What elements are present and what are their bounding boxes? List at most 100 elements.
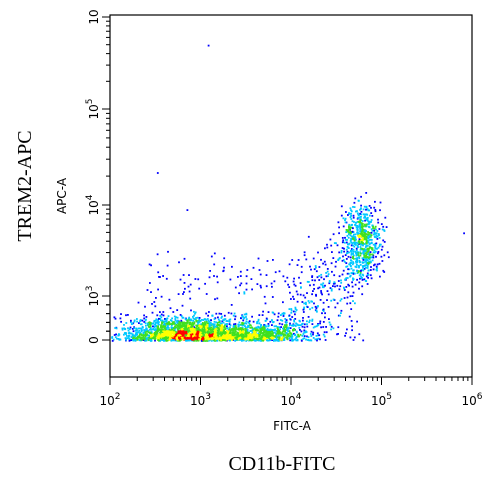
event-dot: [300, 265, 303, 268]
event-dot: [157, 329, 159, 331]
event-dot: [363, 238, 366, 240]
event-dot: [245, 330, 248, 333]
event-dot: [253, 339, 256, 342]
event-dot: [336, 302, 339, 305]
event-dot: [114, 327, 117, 329]
event-dot: [185, 322, 188, 325]
event-dot: [291, 334, 294, 336]
event-dot: [349, 336, 352, 339]
event-dot: [193, 339, 195, 342]
event-dot: [356, 242, 359, 245]
event-dot: [239, 331, 242, 334]
event-dot: [144, 337, 147, 339]
event-dot: [184, 287, 186, 290]
event-dot: [236, 331, 239, 334]
event-dot: [354, 302, 356, 305]
event-dot: [185, 339, 187, 342]
event-dot: [285, 336, 287, 339]
event-dot: [259, 326, 262, 329]
event-dot: [245, 312, 248, 315]
event-dot: [156, 321, 159, 324]
event-dot: [177, 325, 180, 328]
event-dot: [242, 337, 244, 340]
event-dot: [360, 213, 363, 216]
event-dot: [151, 337, 154, 339]
event-dot: [193, 321, 196, 324]
event-dot: [278, 334, 280, 337]
event-dot: [189, 283, 192, 286]
event-dot: [287, 333, 290, 336]
event-dot: [379, 209, 381, 212]
event-dot: [192, 317, 195, 320]
event-dot: [294, 324, 297, 327]
event-dot: [333, 282, 336, 285]
event-dot: [263, 326, 266, 329]
event-dot: [354, 250, 357, 253]
event-dot: [349, 228, 351, 231]
event-dot: [276, 326, 279, 328]
event-dot: [368, 220, 370, 223]
event-dot: [267, 324, 270, 327]
event-dot: [338, 232, 340, 235]
event-dot: [365, 261, 368, 264]
event-dot: [217, 337, 220, 340]
event-dot: [322, 282, 325, 285]
event-dot: [214, 337, 216, 340]
event-dot: [188, 316, 191, 319]
event-dot: [277, 340, 279, 342]
event-dot: [235, 330, 237, 333]
event-dot: [356, 221, 359, 223]
event-dot: [150, 328, 152, 331]
event-dot: [147, 325, 150, 328]
event-dot: [349, 234, 352, 237]
event-dot: [226, 333, 229, 336]
event-dot: [364, 243, 366, 245]
event-dot: [225, 338, 228, 341]
event-dot: [212, 338, 214, 340]
event-dot: [323, 331, 326, 334]
event-dot: [307, 281, 310, 283]
event-dot: [378, 262, 381, 265]
event-dot: [170, 328, 173, 330]
event-dot: [220, 332, 223, 335]
event-dot: [359, 223, 362, 226]
event-dot: [148, 323, 151, 325]
event-dot: [306, 306, 309, 308]
event-dot: [361, 241, 363, 244]
event-dot: [308, 321, 311, 324]
event-dot: [204, 339, 207, 342]
event-dot: [338, 275, 341, 278]
event-dot: [245, 322, 248, 325]
event-dot: [361, 262, 364, 264]
event-dot: [349, 295, 352, 298]
event-dot: [352, 206, 354, 208]
event-dot: [337, 221, 340, 224]
event-dot: [115, 333, 117, 336]
event-dot: [282, 315, 285, 317]
event-dot: [161, 335, 164, 338]
event-dot: [348, 251, 350, 254]
event-dot: [213, 339, 216, 341]
event-dot: [303, 323, 306, 326]
event-dot: [259, 273, 262, 276]
event-dot: [177, 328, 179, 330]
event-dot: [241, 335, 243, 338]
event-dot: [353, 233, 355, 236]
event-dot: [375, 265, 378, 268]
event-dot: [196, 325, 198, 327]
event-dot: [252, 330, 255, 332]
event-dot: [380, 255, 383, 258]
event-dot: [135, 331, 138, 334]
event-dot: [160, 328, 163, 331]
event-dot: [319, 299, 322, 301]
event-dot: [210, 336, 213, 339]
event-dot: [299, 293, 302, 296]
event-dot: [339, 314, 341, 317]
event-dot: [327, 275, 329, 277]
event-dot: [377, 218, 379, 221]
event-dot: [162, 330, 165, 333]
event-dot: [367, 269, 370, 272]
event-dot: [303, 251, 306, 254]
event-dot: [136, 318, 138, 320]
event-dot: [364, 225, 367, 227]
